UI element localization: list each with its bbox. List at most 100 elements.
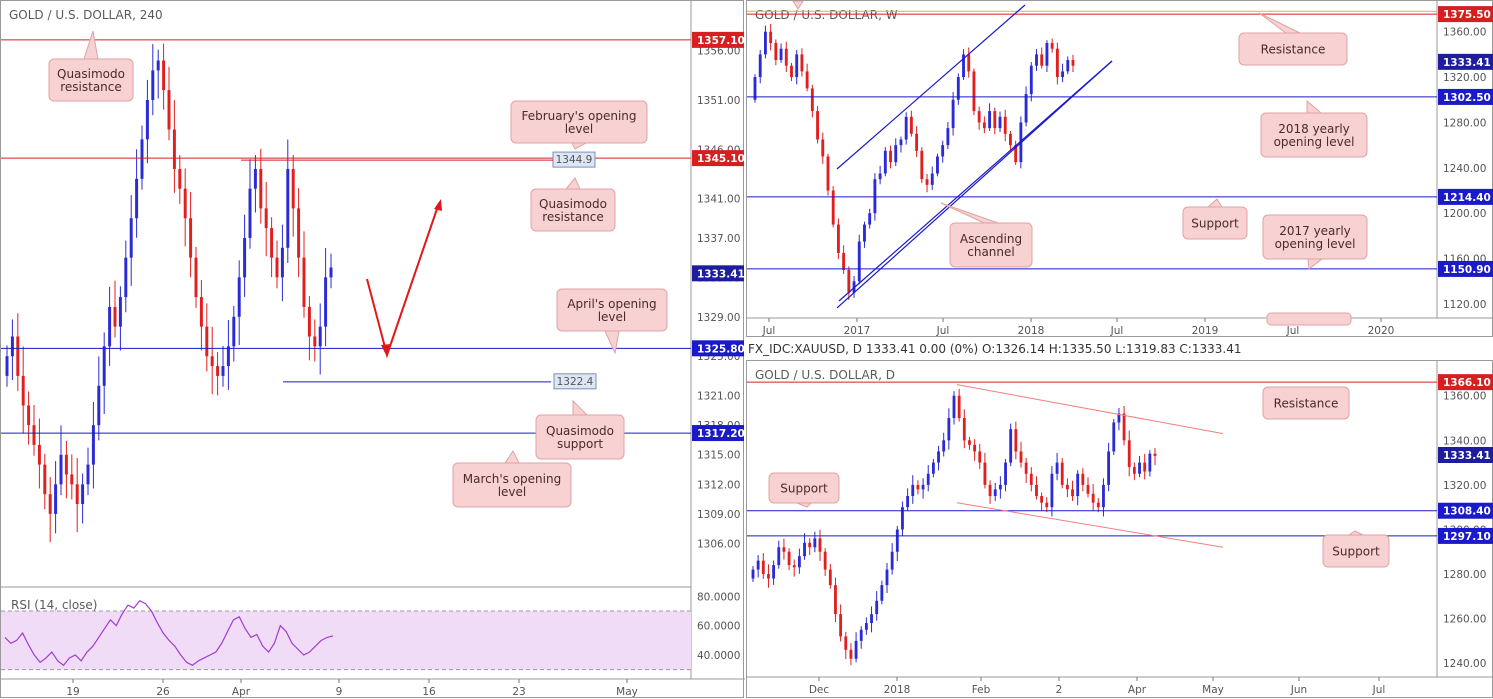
candle-body — [878, 173, 882, 180]
y-tick-label: 1356.00 — [697, 46, 740, 58]
candle-body — [307, 306, 311, 337]
candle-body — [894, 145, 898, 163]
candle-body — [782, 547, 786, 552]
candle-body — [1066, 60, 1070, 72]
annotation-callout: Resistance — [1238, 12, 1348, 66]
candle-body — [795, 54, 799, 78]
h4-chart-panel[interactable]: GOLD / U.S. DOLLAR, 240 1356.00 1351.00 134… — [0, 0, 745, 699]
y-tick-label: 1240.00 — [1443, 163, 1486, 175]
candle-body — [291, 168, 295, 209]
channel-lower-trend — [838, 60, 1113, 302]
candle-body — [1096, 502, 1100, 508]
level-badge — [1438, 260, 1493, 277]
level-badge — [692, 340, 744, 357]
candle-body — [957, 395, 961, 419]
candle-body — [329, 267, 333, 278]
weekly-chart-svg[interactable]: GOLD / U.S. DOLLAR, W 1360.00 1320.00 1280.… — [747, 1, 1493, 338]
daily-chart-panel[interactable]: GOLD / U.S. DOLLAR, D 1360.00 1340.00 1320.… — [746, 360, 1493, 698]
candle-body — [16, 336, 20, 376]
candle-body — [286, 168, 290, 248]
callout-box — [1322, 534, 1390, 568]
y-tick-label: 1321.00 — [697, 391, 740, 403]
candle-body — [156, 60, 160, 71]
callout-text: Resistance — [1261, 43, 1326, 57]
rsi-line — [4, 599, 334, 667]
x-tick-label: 2018 — [1018, 325, 1045, 337]
x-tick-label: Feb — [972, 684, 991, 696]
price-marker-box — [552, 151, 596, 168]
candle-body — [70, 474, 74, 485]
candle-body — [297, 208, 301, 258]
x-tick-label: 2020 — [1368, 325, 1395, 337]
callout-box — [768, 472, 840, 504]
candle-body — [189, 218, 193, 258]
candle-body — [849, 649, 853, 659]
candle-body — [1117, 413, 1121, 423]
candle-body — [895, 529, 899, 552]
y-tick-label: 1337.00 — [697, 233, 740, 245]
candle-body — [816, 111, 819, 140]
candle-body — [1050, 473, 1054, 508]
candle-body — [842, 252, 846, 270]
candle-body — [1071, 489, 1074, 497]
candles-group — [753, 23, 1075, 301]
callout-text: level — [565, 122, 594, 136]
x-tick-label: Apr — [1128, 684, 1147, 696]
callout-pointer — [1206, 198, 1223, 208]
candle-body — [880, 585, 884, 601]
candle-body — [1045, 43, 1049, 66]
annotation-callout: Resistance — [1262, 386, 1350, 420]
callout-pointer — [83, 30, 99, 60]
y-tick-label: 1306.00 — [697, 538, 740, 550]
candle-body — [931, 462, 935, 474]
callout-box — [1262, 386, 1350, 420]
arrow-head-down — [381, 344, 391, 357]
candle-body — [64, 454, 68, 475]
rsi-title: RSI (14, close) — [11, 598, 97, 612]
level-badge — [1438, 88, 1493, 105]
callout-pointer — [564, 177, 581, 190]
candle-body — [962, 418, 966, 441]
rsi-band — [1, 611, 691, 670]
price-marker-label: 1322.4 — [557, 376, 594, 388]
candle-body — [831, 190, 835, 225]
callout-box — [510, 100, 648, 144]
candle-body — [97, 385, 101, 426]
y-tick-label: 1329.00 — [697, 312, 740, 324]
callout-text: resistance — [542, 210, 604, 224]
x-tick-label: 2018 — [884, 684, 911, 696]
callout-pointer — [940, 202, 999, 224]
candle-body — [259, 168, 263, 209]
candle-body — [774, 43, 778, 61]
candle-body — [313, 336, 317, 347]
candle-body — [1061, 71, 1065, 78]
candle-body — [813, 538, 817, 548]
rsi-y-tick: 60.0000 — [697, 621, 740, 633]
candle-body — [983, 462, 987, 485]
candle-body — [821, 139, 825, 157]
y-tick-label: 1280.00 — [1443, 569, 1486, 581]
callout-pointer — [796, 502, 813, 508]
callout-pointer — [504, 450, 520, 464]
level-badge — [692, 150, 744, 167]
candle-body — [1040, 54, 1044, 66]
candle-body — [797, 556, 801, 568]
candle-body — [937, 451, 940, 463]
candle-body — [977, 111, 981, 123]
level-badge-label: 1308.40 — [1443, 506, 1491, 518]
daily-chart-svg[interactable]: GOLD / U.S. DOLLAR, D 1360.00 1340.00 1320.… — [747, 361, 1493, 699]
candle-body — [205, 326, 209, 357]
h4-chart-svg[interactable]: GOLD / U.S. DOLLAR, 240 1356.00 1351.00 134… — [1, 1, 745, 699]
callout-pointer — [1307, 258, 1324, 270]
candle-body — [1148, 453, 1152, 472]
candle-body — [54, 484, 58, 514]
callout-text: level — [598, 310, 627, 324]
weekly-chart-panel[interactable]: GOLD / U.S. DOLLAR, W 1360.00 1320.00 1280.… — [746, 0, 1493, 337]
level-badge — [1438, 527, 1493, 544]
candle-body — [118, 297, 122, 327]
candle-body — [5, 356, 9, 376]
candle-body — [769, 31, 773, 44]
candle-body — [264, 208, 268, 229]
callout-text: level — [498, 485, 527, 499]
candle-body — [942, 440, 946, 452]
